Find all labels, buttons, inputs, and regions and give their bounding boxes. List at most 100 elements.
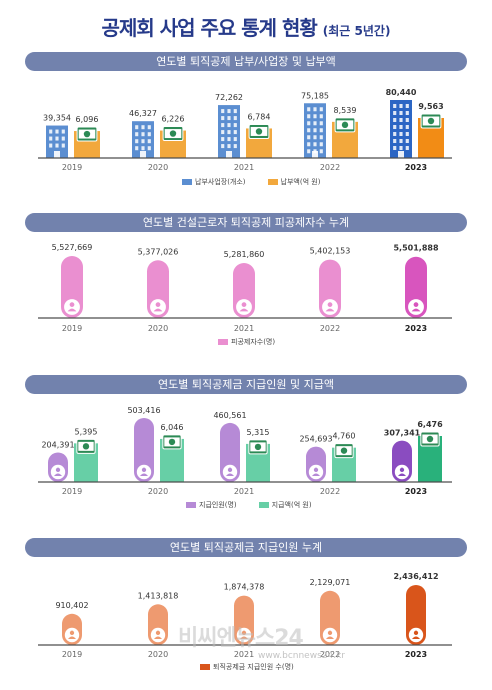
label-insured-2021: 5,281,860 — [224, 250, 265, 259]
legend-label-cumulative: 퇴직공제금 지급인원 수(명) — [213, 663, 294, 671]
bar-cumulative-2019 — [62, 613, 82, 645]
bar-amount-2022 — [332, 117, 358, 158]
tick-c2-2021: 2021 — [234, 324, 254, 333]
legend-swatch-amount — [267, 179, 278, 185]
page-title-text: 공제회 사업 주요 통계 현황 — [101, 16, 318, 40]
label-paid-amount-2023: 6,476 — [417, 420, 443, 429]
bar-sites-2019 — [46, 125, 68, 158]
section-header-3: 연도별 퇴직공제금 지급인원 및 지급액 — [25, 375, 467, 394]
legend-swatch-insured — [218, 339, 228, 345]
bar-paid-amount-2023 — [418, 431, 442, 482]
section-header-4: 연도별 퇴직공제금 지급인원 누계 — [25, 538, 467, 557]
label-paid-people-2021: 460,561 — [213, 411, 246, 420]
tick-c3-2021: 2021 — [234, 487, 254, 496]
tick-c4-2022: 2022 — [320, 650, 340, 659]
legend-item-amount: 납부액(억 원) — [267, 177, 320, 187]
legend-swatch-paid-people — [186, 502, 196, 508]
section-header-2: 연도별 건설근로자 퇴직공제 피공제자수 누계 — [25, 213, 467, 232]
tick-c2-2023: 2023 — [405, 324, 427, 333]
tick-c3-2019: 2019 — [62, 487, 82, 496]
tick-c2-2020: 2020 — [148, 324, 168, 333]
bar-paid-people-2023 — [392, 440, 412, 482]
label-insured-2023: 5,501,888 — [393, 244, 438, 253]
legend-label-insured: 피공제자수(명) — [231, 338, 276, 346]
label-amount-2021: 6,784 — [248, 112, 271, 121]
tick-c1-2021: 2021 — [234, 163, 254, 172]
bar-paid-amount-2019 — [74, 438, 98, 482]
label-cumulative-2020: 1,413,818 — [138, 591, 179, 600]
label-sites-2023: 80,440 — [386, 88, 417, 97]
label-cumulative-2023: 2,436,412 — [393, 572, 438, 581]
tick-c1-2020: 2020 — [148, 163, 168, 172]
bar-insured-2022 — [319, 259, 341, 318]
label-paid-amount-2019: 5,395 — [75, 427, 98, 436]
label-cumulative-2021: 1,874,378 — [224, 583, 265, 592]
label-amount-2019: 6,096 — [76, 115, 99, 124]
label-sites-2019: 39,354 — [43, 114, 71, 123]
watermark-text: 비씨엔뉴스24 — [178, 626, 304, 651]
bar-paid-people-2022 — [306, 446, 326, 482]
label-cumulative-2019: 910,402 — [55, 601, 88, 610]
page-title: 공제회 사업 주요 통계 현황 (최근 5년간) — [0, 12, 492, 41]
legend-item-paid-amount: 지급액(억 원) — [258, 500, 312, 510]
bar-paid-amount-2021 — [246, 439, 270, 482]
bar-insured-2021 — [233, 262, 255, 318]
legend-chart-3: 지급인원(명) 지급액(억 원) — [186, 500, 334, 510]
legend-item-sites: 납부사업장(개소) — [182, 177, 246, 187]
tick-c3-2022: 2022 — [320, 487, 340, 496]
bar-amount-2021 — [246, 123, 272, 158]
bar-cumulative-2022 — [320, 590, 340, 645]
tick-c1-2019: 2019 — [62, 163, 82, 172]
label-insured-2020: 5,377,026 — [138, 247, 179, 256]
label-paid-people-2020: 503,416 — [127, 406, 160, 415]
legend-item-cumulative: 퇴직공제금 지급인원 수(명) — [200, 662, 294, 672]
bar-sites-2022 — [304, 103, 326, 158]
bar-insured-2020 — [147, 260, 169, 318]
tick-c4-2023: 2023 — [405, 650, 427, 659]
tick-c4-2021: 2021 — [234, 650, 254, 659]
bar-amount-2019 — [74, 126, 100, 158]
label-insured-2022: 5,402,153 — [310, 247, 351, 256]
bar-sites-2023 — [390, 100, 412, 158]
tick-c2-2019: 2019 — [62, 324, 82, 333]
legend-chart-1: 납부사업장(개소) 납부액(억 원) — [182, 177, 342, 187]
watermark-url: www.bcnnews24.kr — [258, 651, 345, 661]
tick-c1-2022: 2022 — [320, 163, 340, 172]
bar-amount-2023 — [418, 113, 444, 158]
legend-swatch-sites — [182, 179, 192, 185]
legend-label-paid-amount: 지급액(억 원) — [271, 501, 312, 509]
tick-c3-2023: 2023 — [405, 487, 427, 496]
legend-swatch-paid-amount — [258, 502, 269, 508]
label-paid-amount-2022: 4,760 — [333, 432, 356, 441]
label-sites-2021: 72,262 — [215, 93, 243, 102]
label-sites-2022: 75,185 — [301, 91, 329, 100]
tick-c2-2022: 2022 — [320, 324, 340, 333]
legend-label-sites: 납부사업장(개소) — [195, 178, 246, 186]
bar-paid-people-2020 — [134, 418, 154, 482]
label-cumulative-2022: 2,129,071 — [310, 578, 351, 587]
legend-swatch-cumulative — [200, 664, 210, 670]
bar-paid-amount-2022 — [332, 443, 356, 482]
label-amount-2023: 9,563 — [418, 102, 443, 111]
label-paid-people-2023: 307,341 — [384, 429, 421, 438]
bar-cumulative-2020 — [148, 604, 168, 645]
label-paid-people-2019: 204,391 — [41, 440, 74, 449]
bar-insured-2023 — [405, 256, 427, 318]
label-paid-people-2022: 254,693 — [299, 435, 332, 444]
section-header-1: 연도별 퇴직공제 납부/사업장 및 납부액 — [25, 52, 467, 71]
bar-paid-people-2021 — [220, 422, 240, 482]
tick-c3-2020: 2020 — [148, 487, 168, 496]
label-paid-amount-2020: 6,046 — [161, 423, 184, 432]
bar-cumulative-2023 — [406, 585, 426, 645]
bar-paid-people-2019 — [48, 452, 68, 482]
label-amount-2022: 8,539 — [334, 106, 357, 115]
page-subtitle: (최근 5년간) — [322, 24, 391, 38]
legend-label-paid-people: 지급인원(명) — [199, 501, 237, 509]
tick-c1-2023: 2023 — [405, 163, 427, 172]
tick-c4-2020: 2020 — [148, 650, 168, 659]
bar-amount-2020 — [160, 126, 186, 158]
label-insured-2019: 5,527,669 — [52, 243, 93, 252]
bar-sites-2020 — [132, 121, 154, 158]
bar-insured-2019 — [61, 256, 83, 318]
